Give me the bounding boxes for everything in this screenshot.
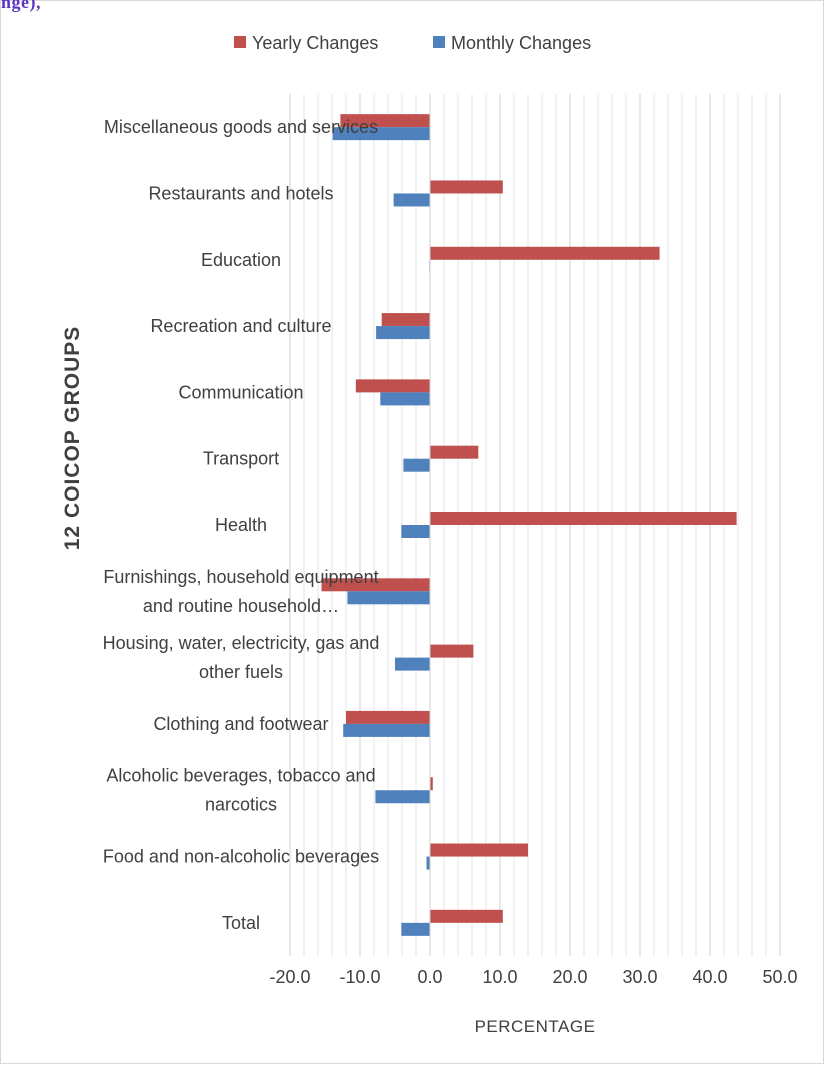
legend-label: Monthly Changes bbox=[451, 33, 591, 53]
x-tick-label: -20.0 bbox=[269, 967, 310, 987]
category-label: Restaurants and hotels bbox=[148, 183, 333, 203]
x-tick-label: 0.0 bbox=[417, 967, 442, 987]
monthly-change-bar bbox=[426, 856, 430, 870]
yearly-change-bar bbox=[430, 445, 479, 459]
yearly-change-bar bbox=[430, 180, 503, 194]
clipped-heading-fragment: nge), bbox=[1, 0, 41, 12]
yearly-change-bar bbox=[355, 379, 430, 393]
yearly-change-bar bbox=[430, 512, 737, 525]
x-tick-label: 20.0 bbox=[552, 967, 587, 987]
category-label: Recreation and culture bbox=[150, 316, 331, 336]
yearly-change-bar bbox=[346, 710, 430, 724]
category-label: Miscellaneous goods and services bbox=[104, 117, 378, 137]
monthly-change-bar bbox=[401, 922, 430, 936]
monthly-change-bar bbox=[343, 723, 430, 737]
monthly-change-bar bbox=[375, 790, 430, 804]
yearly-change-bar bbox=[430, 246, 660, 260]
category-label: Total bbox=[222, 913, 260, 933]
yearly-change-bar bbox=[430, 777, 433, 791]
category-label: Communication bbox=[178, 382, 303, 402]
monthly-change-bar bbox=[403, 458, 430, 472]
category-label: Education bbox=[201, 250, 281, 270]
monthly-change-bar bbox=[395, 657, 430, 671]
category-label: Alcoholic beverages, tobacco and narcotic… bbox=[106, 766, 375, 815]
x-tick-labels: -20.0 -10.0 0.0 10.0 20.0 30.0 40.0 50.0 bbox=[269, 967, 797, 987]
category-label: Housing, water, electricity, gas and othe… bbox=[103, 633, 380, 682]
category-label: Clothing and footwear bbox=[153, 714, 328, 734]
monthly-change-bar bbox=[380, 392, 430, 406]
yearly-change-bar bbox=[430, 843, 528, 857]
category-label: Furnishings, household equipment and rout… bbox=[103, 567, 378, 616]
category-label: Food and non-alcoholic beverages bbox=[103, 847, 379, 867]
yearly-change-bar bbox=[430, 644, 474, 658]
yearly-change-bar bbox=[381, 313, 430, 327]
yearly-change-bar bbox=[321, 578, 430, 592]
monthly-change-bar bbox=[393, 193, 430, 207]
x-tick-label: 30.0 bbox=[622, 967, 657, 987]
monthly-change-bar bbox=[347, 591, 430, 605]
monthly-change-bar bbox=[401, 525, 430, 538]
monthly-change-bar bbox=[332, 127, 430, 141]
category-label: Health bbox=[215, 515, 267, 535]
x-tick-label: 40.0 bbox=[692, 967, 727, 987]
x-tick-label: 50.0 bbox=[762, 967, 797, 987]
bars bbox=[321, 94, 737, 956]
yearly-change-bar bbox=[430, 909, 503, 923]
category-labels: Miscellaneous goods and services Restaura… bbox=[103, 117, 380, 933]
x-axis-title: PERCENTAGE bbox=[475, 1017, 596, 1036]
x-tick-label: 10.0 bbox=[482, 967, 517, 987]
legend-swatch bbox=[433, 36, 445, 48]
y-axis-title: 12 COICOP GROUPS bbox=[61, 326, 84, 551]
monthly-change-bar bbox=[376, 326, 430, 340]
legend-swatch bbox=[234, 36, 246, 48]
category-label: Transport bbox=[203, 449, 279, 469]
yearly-change-bar bbox=[340, 114, 430, 128]
x-tick-label: -10.0 bbox=[339, 967, 380, 987]
legend-label: Yearly Changes bbox=[252, 33, 378, 53]
legend: Yearly Changes Monthly Changes bbox=[234, 33, 591, 53]
